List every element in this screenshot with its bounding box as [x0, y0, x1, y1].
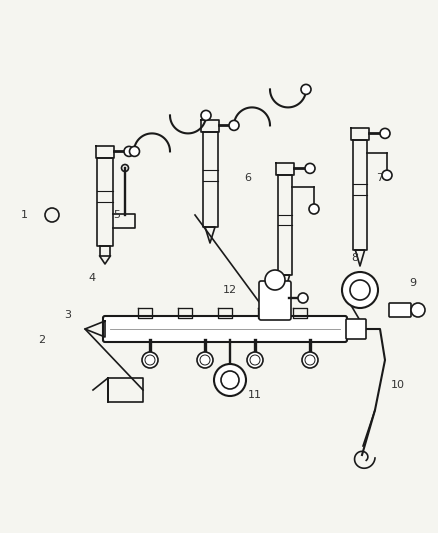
Circle shape	[197, 352, 213, 368]
Text: 10: 10	[391, 380, 405, 390]
Circle shape	[142, 352, 158, 368]
Circle shape	[214, 364, 246, 396]
FancyBboxPatch shape	[389, 303, 411, 317]
Circle shape	[380, 128, 390, 139]
Circle shape	[130, 147, 139, 156]
Text: 9: 9	[410, 278, 417, 288]
Text: 2: 2	[39, 335, 46, 345]
Circle shape	[305, 164, 315, 173]
Text: 7: 7	[376, 173, 384, 183]
Text: 8: 8	[351, 253, 359, 263]
Circle shape	[309, 204, 319, 214]
Circle shape	[298, 293, 308, 303]
Circle shape	[265, 270, 285, 290]
Circle shape	[201, 110, 211, 120]
Text: 11: 11	[248, 390, 262, 400]
Circle shape	[124, 147, 134, 156]
Circle shape	[382, 170, 392, 180]
FancyBboxPatch shape	[346, 319, 366, 339]
FancyBboxPatch shape	[259, 281, 291, 320]
Circle shape	[342, 272, 378, 308]
Circle shape	[302, 352, 318, 368]
FancyBboxPatch shape	[103, 316, 347, 342]
Circle shape	[301, 84, 311, 94]
Text: 3: 3	[64, 310, 71, 320]
Circle shape	[247, 352, 263, 368]
Circle shape	[229, 120, 239, 131]
Text: 1: 1	[21, 210, 28, 220]
Text: 6: 6	[244, 173, 251, 183]
Text: 12: 12	[223, 285, 237, 295]
Circle shape	[411, 303, 425, 317]
Text: 4: 4	[88, 273, 95, 283]
Text: 5: 5	[113, 210, 120, 220]
